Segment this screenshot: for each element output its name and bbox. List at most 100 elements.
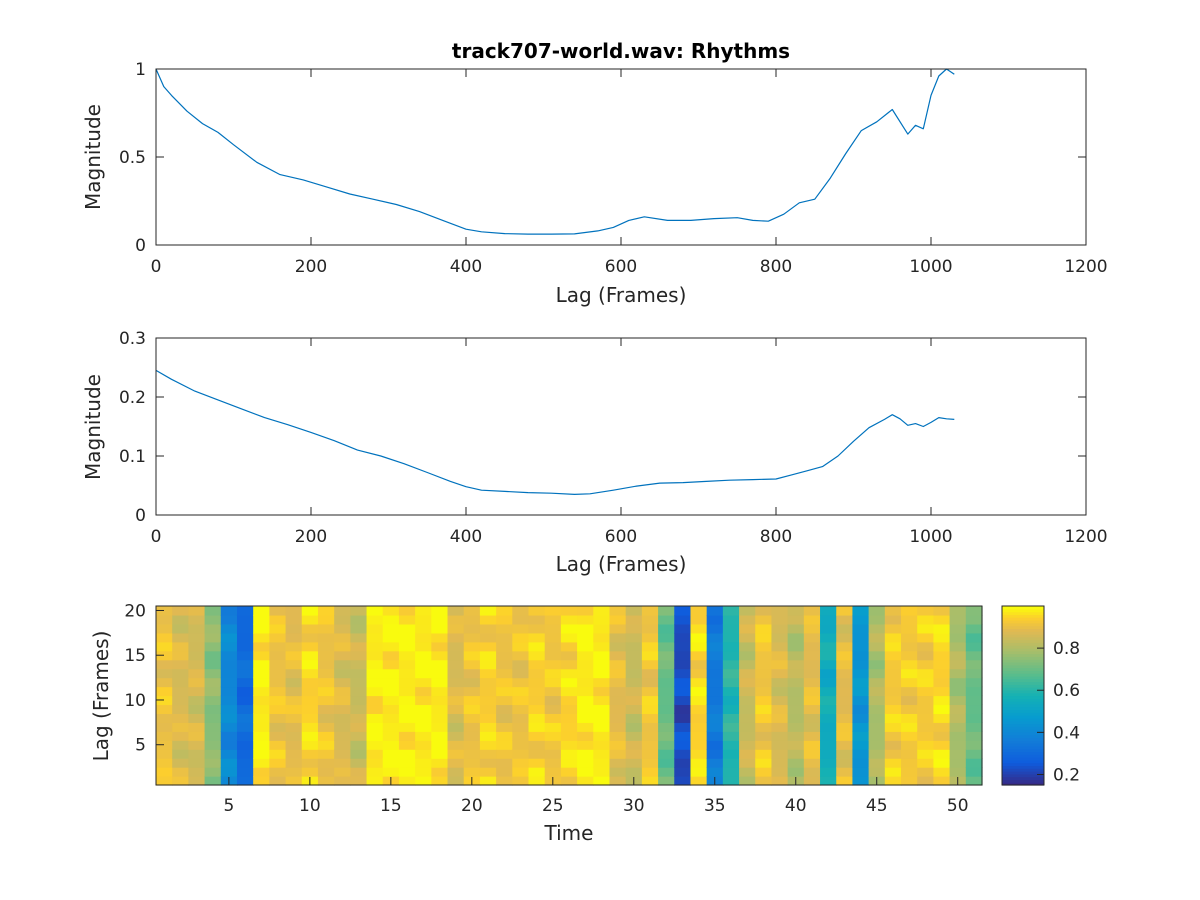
y-tick-label: 0.1 [119,447,146,467]
heatmap-cell [188,695,206,706]
heatmap-cell [787,659,805,670]
heatmap-cell [658,731,675,741]
heatmap-cell [269,767,287,777]
heatmap-cell [820,758,837,768]
heatmap-cell [917,606,935,616]
heatmap-cell [901,659,918,670]
heatmap-cell [528,722,546,732]
heatmap-cell [269,606,287,616]
x-tick-label: 800 [760,257,792,277]
series-lines [155,68,955,235]
heatmap-cell [965,731,983,741]
heatmap-cell [771,614,789,625]
heatmap-cell [285,650,303,661]
heatmap-cell [382,722,400,732]
heatmap-cell [836,695,854,706]
heatmap-cell [836,606,854,616]
colorbar-step [1002,703,1044,708]
heatmap-cell [334,749,351,759]
y-tick-label: 0.5 [119,148,146,168]
heatmap-cell [431,749,449,759]
heatmap-cell [382,686,400,697]
heatmap-cell [884,632,902,643]
heatmap-cell [901,695,918,706]
heatmap-cell [852,650,870,661]
heatmap-cell [690,659,708,670]
heatmap-cell [431,606,449,616]
heatmap-cell [560,704,578,714]
heatmap-cell [593,632,611,643]
heatmap-cell [415,776,432,786]
heatmap-cell [820,776,837,786]
heatmap-cell [415,740,432,750]
heatmap-cell [301,677,319,688]
heatmap-cell [560,776,578,786]
heatmap-cell [933,704,951,714]
y-tick-label: 10 [124,691,146,711]
heatmap-cell [301,704,319,714]
heatmap-cell [366,704,384,714]
colorbar-box [1001,605,1045,786]
heatmap-cell [933,632,951,643]
heatmap-cell [901,614,918,625]
heatmap-cell [706,632,724,643]
heatmap-cell [884,704,902,714]
heatmap-cell [156,749,173,759]
heatmap-cell [236,767,254,777]
heatmap-cell [188,659,206,670]
heatmap-cell [431,623,449,634]
heatmap-cell [901,713,918,723]
heatmap-cell [706,758,724,768]
heatmap-cell [301,767,319,777]
heatmap-cell [544,704,562,714]
heatmap-cell [220,713,238,723]
heatmap-cell [787,713,805,723]
heatmap-cell [722,749,740,759]
heatmap-cell [820,704,837,714]
heatmap-cell [820,614,837,625]
heatmap-cell [447,677,465,688]
heatmap-cell [431,713,449,723]
heatmap-cell [739,767,756,777]
heatmap-cell [965,776,983,786]
heatmap-cell [836,704,854,714]
heatmap-cell [787,695,805,706]
heatmap-cell [739,641,756,652]
heatmap-cell [722,650,740,661]
heatmap-cell [463,659,481,670]
heatmap-cell [803,740,821,750]
heatmap-cell [479,614,497,625]
colorbar-step [1002,653,1044,657]
heatmap-cell [722,695,740,706]
heatmap-cell [901,677,918,688]
y-tick-label: 5 [135,736,146,756]
heatmap-cell [771,722,789,732]
heatmap-cell [852,623,870,634]
heatmap-cell [528,686,546,697]
heatmap-cell [366,722,384,732]
heatmap-cell [787,758,805,768]
heatmap-cell [820,713,837,723]
heatmap-cell [512,686,530,697]
heatmap-cell [722,704,740,714]
heatmap-cell [544,686,562,697]
heatmap-cell [674,776,692,786]
x-tick-label: 10 [299,796,321,816]
heatmap-cell [755,686,773,697]
heatmap-cell [269,740,287,750]
heatmap-cell [156,776,173,786]
heatmap-cell [852,641,870,652]
heatmap-cell [479,731,497,741]
x-tick-label: 40 [785,796,807,816]
heatmap-cell [917,758,935,768]
heatmap-cell [755,695,773,706]
heatmap-cell [496,740,513,750]
heatmap-cell [398,677,416,688]
heatmap-cell [431,722,449,732]
heatmap-cell [334,776,351,786]
heatmap-cell [479,749,497,759]
heatmap-cell [933,659,951,670]
heatmap-cell [172,623,189,634]
heatmap-cell [560,767,578,777]
heatmap-cell [577,632,594,643]
